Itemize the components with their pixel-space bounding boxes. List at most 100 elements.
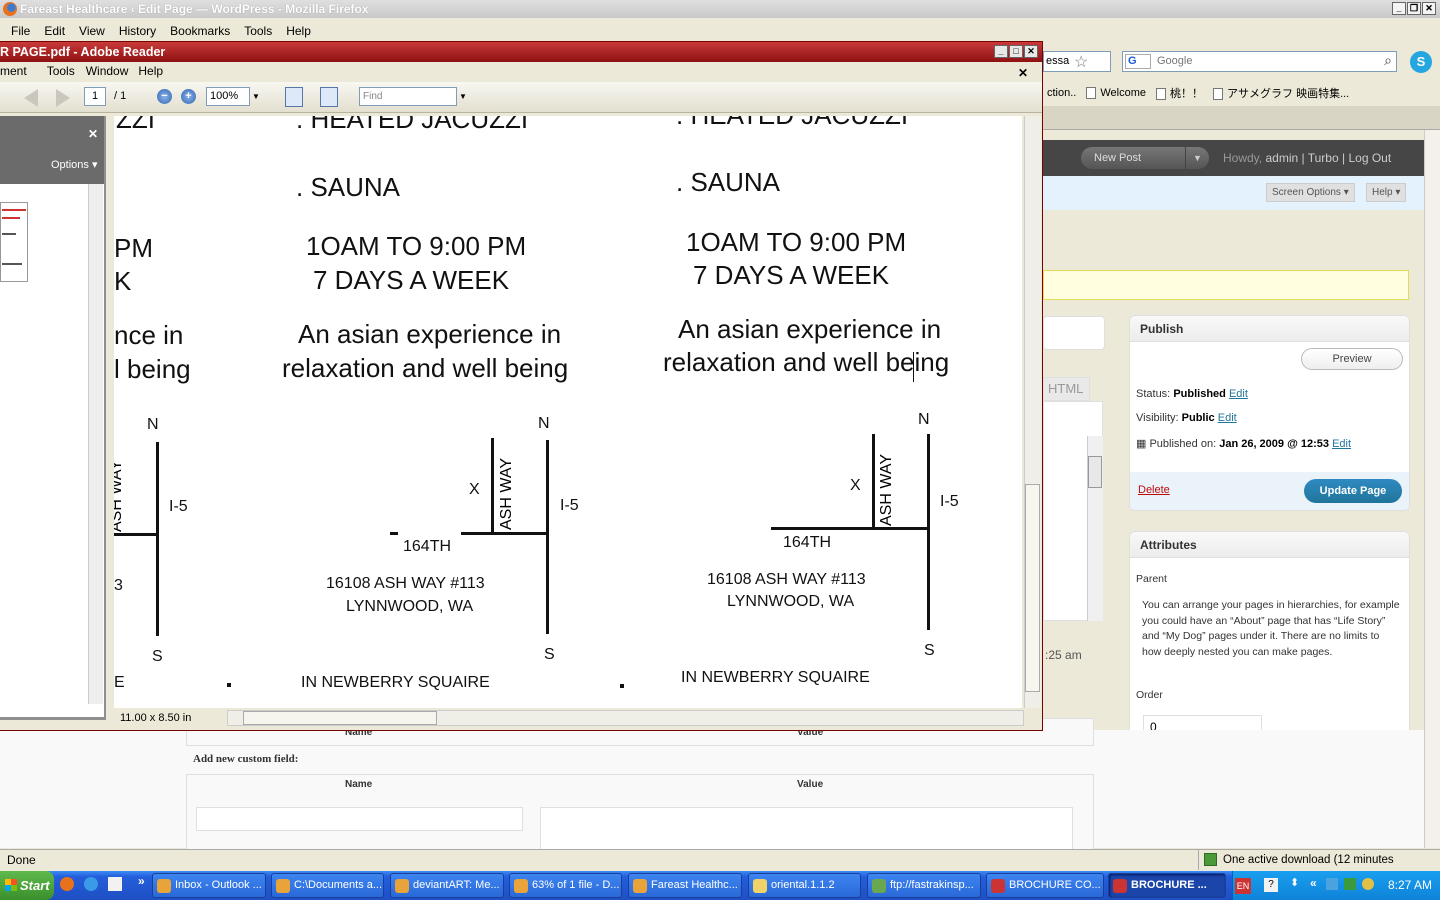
status-row: Status: Published Edit xyxy=(1136,388,1248,400)
minimize-icon[interactable]: _ xyxy=(994,45,1008,58)
outlook-icon xyxy=(157,879,171,893)
next-page-icon[interactable] xyxy=(56,89,70,107)
turbo-link[interactable]: Turbo xyxy=(1307,151,1339,165)
menu-tools[interactable]: Tools xyxy=(244,24,273,38)
address-line-2: LYNNWOOD, WA xyxy=(346,598,474,615)
tab-html[interactable]: HTML xyxy=(1043,377,1090,401)
menu-document[interactable]: ment xyxy=(0,64,27,78)
page-number-input[interactable]: 1 xyxy=(84,87,106,106)
taskbar-item-brochure-1[interactable]: BROCHURE CO... xyxy=(986,873,1104,898)
zoom-dropdown-icon[interactable]: ▼ xyxy=(252,92,260,101)
menu-view[interactable]: View xyxy=(79,24,105,38)
document-horizontal-scroll-thumb[interactable] xyxy=(243,711,437,725)
map-north-label: N xyxy=(147,416,159,433)
notepad-quicklaunch-icon[interactable] xyxy=(108,877,122,891)
menu-tools[interactable]: Tools xyxy=(46,64,75,78)
tray-icon[interactable] xyxy=(1326,878,1338,890)
taskbar-item-fareast[interactable]: Fareast Healthc... xyxy=(628,873,742,898)
map-ash-way-label: ASH WAY xyxy=(498,457,515,530)
bookmark-star-icon[interactable]: ☆ xyxy=(1074,54,1089,71)
url-field[interactable]: essa xyxy=(1043,51,1111,72)
page-title-input[interactable] xyxy=(1043,316,1105,350)
close-icon[interactable]: ✕ xyxy=(1024,45,1038,58)
find-dropdown-icon[interactable]: ▼ xyxy=(459,92,467,101)
restore-icon[interactable]: ❐ xyxy=(1407,2,1421,15)
bookmark-item[interactable]: アサメグラフ 映画特集... xyxy=(1213,85,1349,101)
close-icon[interactable]: ✕ xyxy=(1422,2,1436,15)
custom-field-value-input[interactable] xyxy=(540,807,1073,851)
chevron-down-icon[interactable]: ▼ xyxy=(1185,147,1209,169)
menu-bookmarks[interactable]: Bookmarks xyxy=(170,24,231,38)
taskbar-item-brochure-2[interactable]: BROCHURE ... xyxy=(1108,873,1226,898)
edit-date-link[interactable]: Edit xyxy=(1332,438,1352,450)
map-south-label: S xyxy=(544,646,555,663)
document-view[interactable]: ZZI PM K nce in l being N I-5 ASH WAY 3 … xyxy=(114,116,1022,708)
taskbar-item-outlook[interactable]: Inbox - Outlook ... xyxy=(152,873,266,898)
google-icon[interactable]: G xyxy=(1125,54,1151,69)
firefox-icon xyxy=(633,879,647,893)
search-field[interactable]: G Google ⌕ xyxy=(1122,51,1397,72)
tray-icon[interactable] xyxy=(1362,878,1374,890)
map-i5-label: I-5 xyxy=(169,498,188,515)
zoom-out-icon[interactable]: − xyxy=(157,89,172,104)
custom-field-name-input[interactable] xyxy=(196,807,523,831)
start-button[interactable]: Start xyxy=(0,871,54,900)
help-button[interactable]: Help ▾ xyxy=(1366,183,1407,202)
skype-icon[interactable]: S xyxy=(1410,51,1432,73)
taskbar-item-documents[interactable]: C:\Documents a... xyxy=(271,873,384,898)
update-page-button[interactable]: Update Page xyxy=(1304,479,1402,503)
page-thumbnail[interactable] xyxy=(0,202,28,282)
taskbar-item-ftp[interactable]: ftp://fastrakinsp... xyxy=(867,873,981,898)
user-link[interactable]: admin xyxy=(1265,151,1299,165)
bookmark-item[interactable]: ction.. xyxy=(1047,87,1077,99)
options-menu[interactable]: Options ▾ xyxy=(51,159,98,171)
logout-link[interactable]: Log Out xyxy=(1348,151,1392,165)
zoom-in-icon[interactable]: + xyxy=(181,89,196,104)
panel-scrollbar[interactable] xyxy=(88,184,103,704)
bookmark-item[interactable]: 桃！！ xyxy=(1156,85,1203,101)
fit-width-icon[interactable] xyxy=(285,87,303,107)
taskbar-item-oriental[interactable]: oriental.1.1.2 xyxy=(748,873,861,898)
taskbar-item-deviantart[interactable]: deviantART: Me... xyxy=(390,873,504,898)
zoom-input[interactable]: 100% xyxy=(206,87,250,106)
menu-history[interactable]: History xyxy=(118,24,157,38)
pdf-icon xyxy=(991,879,1005,893)
edit-visibility-link[interactable]: Edit xyxy=(1217,412,1237,424)
document-vertical-scroll-thumb[interactable] xyxy=(1025,484,1040,692)
firefox-quicklaunch-icon[interactable] xyxy=(60,877,74,891)
preview-button[interactable]: Preview xyxy=(1301,348,1403,370)
doc-text: An asian experience in xyxy=(298,319,562,349)
menu-window[interactable]: Window xyxy=(85,64,129,78)
close-document-icon[interactable]: ✕ xyxy=(1017,66,1028,80)
menu-help[interactable]: Help xyxy=(138,64,164,78)
quicklaunch-more-icon[interactable]: » xyxy=(138,874,145,888)
edit-status-link[interactable]: Edit xyxy=(1228,388,1248,400)
doc-text: relaxation and well being xyxy=(663,347,950,377)
tray-expand-icon[interactable]: « xyxy=(1310,876,1317,890)
menu-file[interactable]: File xyxy=(11,24,31,38)
find-input[interactable]: Find xyxy=(359,87,457,106)
taskbar-item-download[interactable]: 63% of 1 file - D... xyxy=(509,873,622,898)
menu-edit[interactable]: Edit xyxy=(44,24,66,38)
editor-scroll-thumb[interactable] xyxy=(1088,456,1102,488)
search-icon[interactable]: ⌕ xyxy=(1384,52,1392,68)
screen-options-button[interactable]: Screen Options ▾ xyxy=(1266,183,1355,202)
delete-link[interactable]: Delete xyxy=(1138,484,1170,496)
map-south-label: S xyxy=(152,648,163,665)
fit-page-icon[interactable] xyxy=(320,87,338,107)
bookmark-item[interactable]: Welcome xyxy=(1086,87,1146,100)
close-panel-icon[interactable]: ✕ xyxy=(88,127,99,141)
menu-help[interactable]: Help xyxy=(286,24,311,38)
doc-text: . HEATED JACUZZI xyxy=(676,116,908,131)
download-status[interactable]: One active download (12 minutes remainin… xyxy=(1198,850,1440,886)
new-post-button[interactable]: New Post ▼ xyxy=(1081,147,1209,169)
language-indicator[interactable]: EN xyxy=(1235,878,1251,894)
previous-page-icon[interactable] xyxy=(24,89,38,107)
ie-quicklaunch-icon[interactable] xyxy=(84,877,98,891)
page-scrollbar[interactable] xyxy=(1424,130,1440,848)
help-icon[interactable]: ? xyxy=(1264,878,1278,892)
minimize-icon[interactable]: _ xyxy=(1392,2,1406,15)
tray-icon[interactable] xyxy=(1344,878,1356,890)
tray-arrow-icon[interactable]: ⬍ xyxy=(1290,877,1300,889)
maximize-icon[interactable]: □ xyxy=(1009,45,1023,58)
